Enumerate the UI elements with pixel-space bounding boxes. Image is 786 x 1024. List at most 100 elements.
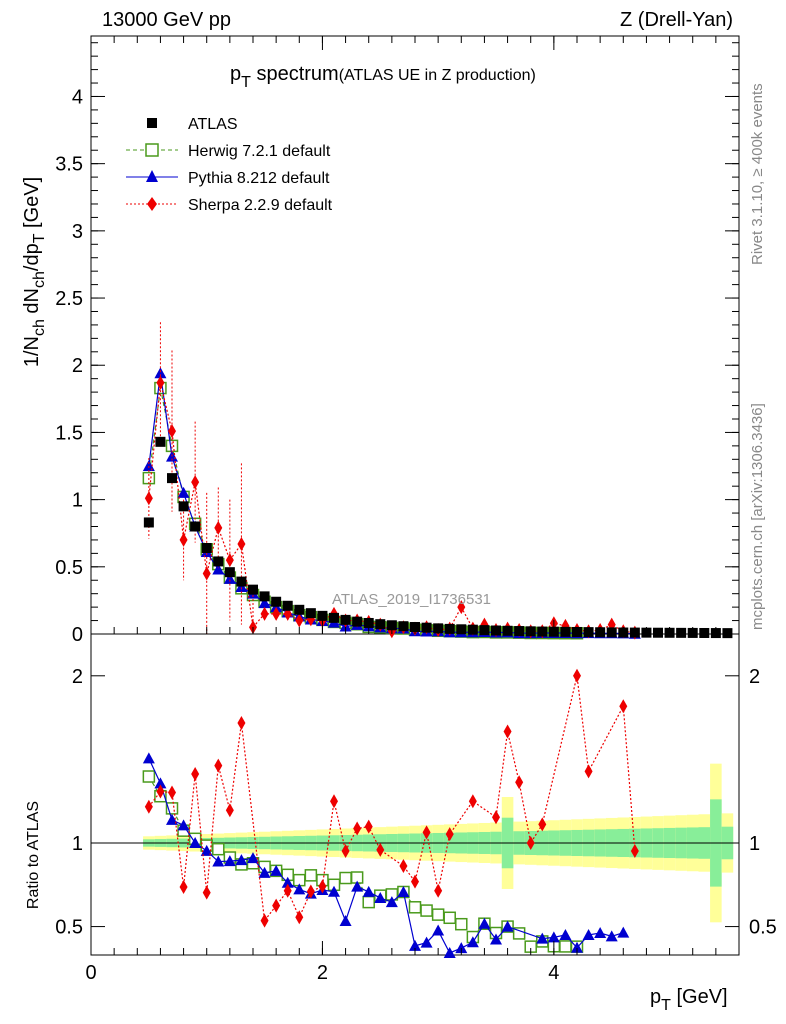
- ratio-point-sherpa: [156, 784, 165, 799]
- ratio-point-sherpa: [202, 885, 211, 900]
- point-atlas: [699, 627, 710, 638]
- ratio-point-pythia: [455, 942, 468, 954]
- y-tick-label-ratio: 1: [72, 833, 83, 855]
- x-axis-label: pT [GeV]: [650, 986, 728, 1014]
- ratio-point-sherpa: [260, 913, 269, 928]
- ratio-point-pythia: [397, 885, 410, 897]
- title-sub: T: [241, 74, 251, 91]
- point-sherpa: [156, 375, 165, 390]
- title-paren: (ATLAS UE in Z production): [339, 67, 536, 84]
- ratio-point-pythia: [466, 936, 479, 948]
- y-tick-label-main: 3: [72, 221, 83, 243]
- point-atlas: [213, 556, 224, 567]
- ratio-point-pythia: [536, 932, 549, 944]
- point-atlas: [271, 596, 282, 607]
- ratio-point-pythia: [409, 939, 421, 951]
- ratio-point-pythia: [258, 866, 271, 878]
- point-pythia: [177, 486, 190, 498]
- ratio-point-pythia: [617, 926, 630, 938]
- legend-label-sherpa: Sherpa 2.2.9 default: [188, 197, 333, 214]
- ratio-point-pythia: [200, 844, 213, 856]
- xlabel-sub: T: [661, 997, 671, 1014]
- y-axis-label: 1/Nch dNch/dpT [GeV]: [21, 177, 48, 367]
- ratio-point-sherpa: [492, 810, 500, 825]
- ylabel-p3: ch: [31, 271, 48, 288]
- point-atlas: [294, 604, 305, 615]
- ratio-point-sherpa: [503, 724, 512, 739]
- title-rest: spectrum: [251, 63, 339, 85]
- process-label: Z (Drell-Yan): [620, 9, 733, 31]
- ratio-point-pythia: [501, 920, 514, 932]
- ratio-point-pythia: [223, 855, 236, 867]
- ratio-point-pythia: [166, 813, 178, 825]
- ratio-point-pythia: [247, 852, 259, 864]
- point-pythia: [223, 572, 236, 584]
- ratio-point-sherpa: [411, 874, 419, 889]
- ratio-point-sherpa: [526, 835, 535, 850]
- point-sherpa: [260, 606, 269, 621]
- y-tick-label-main: 1: [72, 490, 83, 512]
- plot-title: pT spectrum(ATLAS UE in Z production): [230, 63, 536, 91]
- point-sherpa: [144, 491, 153, 506]
- point-sherpa: [272, 606, 281, 621]
- legend-marker-atlas: [147, 118, 157, 128]
- ratio-point-pythia: [571, 941, 583, 953]
- point-atlas: [201, 542, 212, 553]
- point-herwig: [165, 439, 179, 453]
- point-atlas: [282, 600, 293, 611]
- ratio-point-sherpa: [445, 827, 454, 842]
- ratio-point-pythia: [594, 927, 607, 939]
- point-atlas: [143, 517, 154, 528]
- ratio-point-sherpa: [168, 785, 176, 800]
- ratio-point-sherpa: [179, 879, 188, 894]
- point-atlas: [722, 628, 733, 639]
- ratio-point-pythia: [432, 924, 445, 936]
- point-atlas: [352, 616, 363, 627]
- point-atlas: [606, 627, 617, 638]
- ratio-point-sherpa: [630, 843, 639, 858]
- ratio-point-herwig: [339, 871, 352, 885]
- point-atlas: [363, 617, 374, 628]
- y-tick-label-main: 0: [72, 624, 83, 646]
- ratio-point-sherpa: [538, 817, 547, 832]
- ratio-point-pythia: [582, 928, 595, 940]
- ratio-point-sherpa: [272, 898, 281, 913]
- ratio-point-sherpa: [237, 715, 246, 730]
- point-sherpa: [202, 566, 211, 581]
- point-sherpa: [168, 424, 176, 439]
- legend-entry-herwig: Herwig 7.2.1 default: [126, 143, 331, 160]
- ratio-point-herwig: [512, 927, 526, 940]
- ratio-point-pythia: [490, 933, 502, 945]
- point-atlas: [537, 626, 548, 637]
- legend: ATLAS Herwig 7.2.1 default Pythia 8.212 …: [126, 116, 333, 214]
- x-tick-label: 4: [548, 962, 559, 984]
- x-tick-label: 2: [317, 962, 328, 984]
- point-atlas: [375, 619, 386, 630]
- ratio-point-pythia: [385, 896, 398, 908]
- ratio-point-pythia: [328, 885, 340, 897]
- ratio-point-pythia: [189, 836, 202, 848]
- point-atlas: [421, 622, 432, 633]
- ratio-point-sherpa: [468, 794, 477, 809]
- point-atlas: [629, 627, 640, 638]
- ratio-point-pythia: [270, 864, 283, 876]
- ratio-point-sherpa: [422, 825, 431, 840]
- point-atlas: [467, 624, 478, 635]
- point-pythia: [258, 597, 271, 609]
- point-atlas: [514, 626, 525, 637]
- point-sherpa: [225, 553, 234, 568]
- point-atlas: [224, 567, 235, 578]
- ylabel-p0: 1/N: [21, 336, 43, 367]
- ratio-point-pythia: [142, 752, 155, 764]
- legend-entry-atlas: ATLAS: [147, 116, 238, 133]
- ratio-point-herwig: [165, 802, 179, 815]
- ratio-axis-label: Ratio to ATLAS: [25, 801, 42, 909]
- legend-label-pythia: Pythia 8.212 default: [188, 170, 330, 187]
- point-atlas: [248, 584, 258, 595]
- point-sherpa: [457, 600, 466, 615]
- energy-label: 13000 GeV pp: [102, 9, 231, 31]
- ratio-point-sherpa: [573, 668, 581, 683]
- ratio-point-pythia: [559, 928, 572, 940]
- ratio-point-herwig: [142, 770, 156, 783]
- ratio-point-sherpa: [353, 821, 362, 836]
